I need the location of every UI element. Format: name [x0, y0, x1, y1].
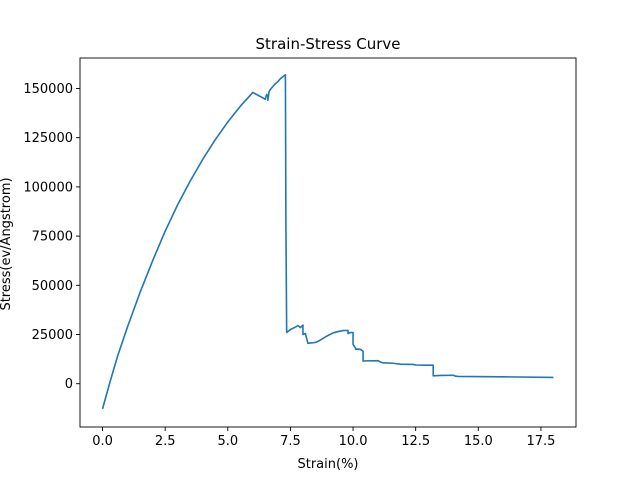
x-tick-label: 5.0 [217, 434, 238, 449]
y-tick-label: 0 [65, 377, 73, 392]
x-axis-label: Strain(%) [297, 457, 358, 472]
x-tick-label: 17.5 [526, 434, 555, 449]
y-axis-label: Stress(ev/Angstrom) [0, 177, 14, 310]
plot-layer [101, 73, 554, 410]
y-tick-label: 100000 [23, 180, 73, 195]
y-tick-label: 75000 [32, 230, 73, 245]
x-tick-label: 15.0 [464, 434, 493, 449]
axes-frame [79, 57, 577, 428]
y-tick-label: 150000 [23, 82, 73, 97]
x-tick-label: 7.5 [280, 434, 301, 449]
x-tick-label: 12.5 [401, 434, 430, 449]
x-tick-label: 10.0 [339, 434, 368, 449]
y-tick-label: 125000 [23, 131, 73, 146]
x-tick-label: 2.5 [155, 434, 176, 449]
y-tick-label: 50000 [32, 279, 73, 294]
chart-title: Strain-Stress Curve [256, 35, 401, 53]
series-line-0 [101, 73, 554, 410]
axes-layer: 0.0 2.5 5.0 7.5 10.0 12.5 15.0 17.5 0 25000 50000 7… [23, 57, 577, 449]
y-tick-label: 25000 [32, 328, 73, 343]
x-tick-label: 0.0 [92, 434, 113, 449]
